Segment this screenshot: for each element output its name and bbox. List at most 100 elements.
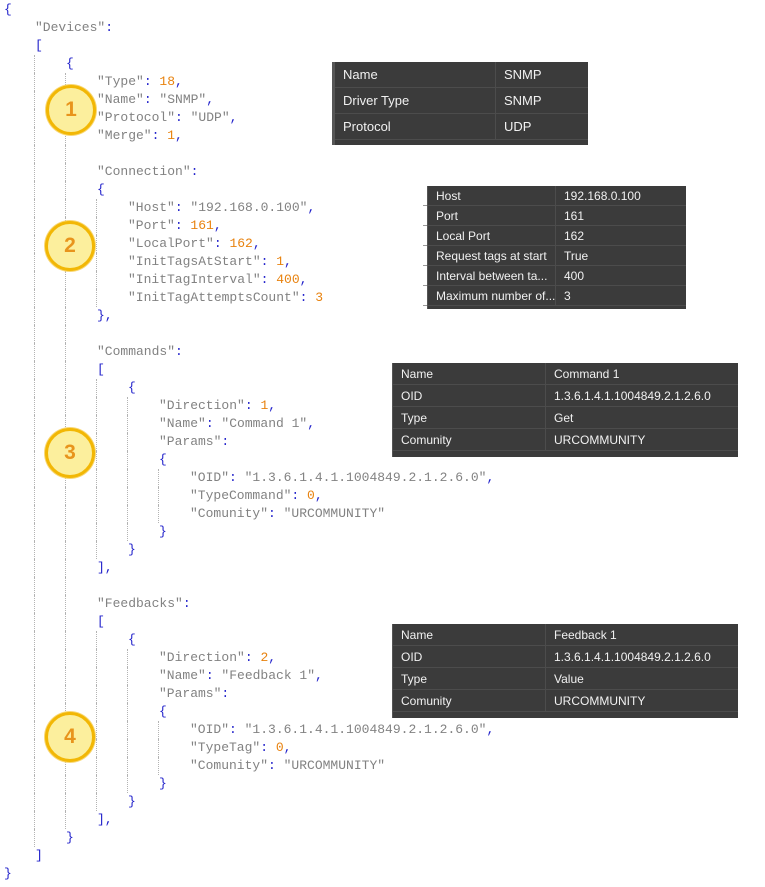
indent-guide — [4, 433, 35, 451]
indent-guide — [35, 559, 66, 577]
indent-guide — [97, 217, 128, 235]
indent-guide — [4, 253, 35, 271]
code-token: "1.3.6.1.4.1.1004849.2.1.2.6.0" — [244, 470, 487, 485]
code-line: { — [4, 379, 494, 397]
property-value[interactable]: 162 — [555, 226, 686, 245]
indent-guide — [4, 541, 35, 559]
code-token: { — [159, 452, 167, 467]
property-value[interactable]: Command 1 — [545, 363, 738, 384]
indent-guide — [35, 829, 66, 847]
indent-guide — [128, 721, 159, 739]
code-token: "URCOMMUNITY" — [283, 506, 386, 521]
indent-guide — [128, 505, 159, 523]
property-value[interactable]: 1.3.6.1.4.1.1004849.2.1.2.6.0 — [545, 646, 738, 667]
code-line: "TypeCommand": 0, — [4, 487, 494, 505]
property-value[interactable]: Value — [545, 668, 738, 689]
indent-guide — [66, 325, 97, 343]
code-line: "Type": 18, — [4, 73, 494, 91]
indent-guide — [66, 595, 97, 613]
annotation-number: 2 — [64, 234, 76, 257]
code-token: : — [268, 506, 284, 521]
code-line: "Feedbacks": — [4, 595, 494, 613]
property-value[interactable]: Feedback 1 — [545, 624, 738, 645]
table-partial-row — [393, 712, 738, 718]
code-token: "Protocol" — [97, 110, 176, 125]
indent-guide — [4, 217, 35, 235]
indent-guide — [66, 397, 97, 415]
property-value[interactable]: URCOMMUNITY — [545, 429, 738, 450]
code-line — [4, 577, 494, 595]
indent-guide — [4, 163, 35, 181]
property-value[interactable]: 1.3.6.1.4.1.1004849.2.1.2.6.0 — [545, 385, 738, 406]
property-row: Protocol UDP — [335, 114, 588, 140]
property-value[interactable]: SNMP — [495, 62, 588, 87]
property-value[interactable]: 400 — [555, 266, 686, 285]
indent-guide — [159, 487, 190, 505]
indent-guide — [35, 505, 66, 523]
indent-guide — [4, 271, 35, 289]
code-token: "Params" — [159, 434, 222, 449]
code-line: "OID": "1.3.6.1.4.1.1004849.2.1.2.6.0", — [4, 469, 494, 487]
property-name: Driver Type — [343, 93, 410, 108]
indent-guide — [4, 19, 35, 37]
code-token: : — [213, 236, 230, 251]
code-token: : — [175, 344, 183, 359]
indent-guide — [4, 559, 35, 577]
indent-guide — [97, 199, 128, 217]
indent-guide — [66, 559, 97, 577]
code-token: , — [486, 722, 495, 737]
code-token: , — [283, 740, 292, 755]
property-value[interactable]: 161 — [555, 206, 686, 225]
indent-guide — [35, 289, 66, 307]
property-name: Interval between ta... — [436, 268, 548, 283]
code-line: "Direction": 2, — [4, 649, 494, 667]
code-line — [4, 145, 494, 163]
indent-guide — [66, 667, 97, 685]
indent-guide — [4, 721, 35, 739]
code-token: "SNMP" — [159, 92, 207, 107]
property-value[interactable]: 192.168.0.100 — [555, 186, 686, 205]
code-token: "TypeCommand" — [190, 488, 292, 503]
property-value[interactable]: Get — [545, 407, 738, 428]
annotation-circle-3: 3 — [45, 428, 95, 478]
indent-guide — [35, 73, 66, 91]
code-token: 0 — [275, 740, 284, 755]
indent-guide — [35, 127, 66, 145]
property-value[interactable]: UDP — [495, 114, 588, 139]
indent-guide — [97, 757, 128, 775]
indent-guide — [4, 343, 35, 361]
indent-guide — [35, 523, 66, 541]
indent-guide — [66, 685, 97, 703]
indent-guide — [97, 685, 128, 703]
indent-guide — [66, 235, 97, 253]
indent-guide — [35, 487, 66, 505]
property-row: Name Command 1 — [393, 363, 738, 385]
indent-guide — [4, 667, 35, 685]
code-token: 161 — [190, 218, 214, 233]
code-line: "InitTagAttemptsCount": 3 — [4, 289, 494, 307]
indent-guide — [66, 343, 97, 361]
indent-guide — [4, 235, 35, 253]
property-name: Type — [401, 410, 428, 425]
code-token: } — [159, 524, 167, 539]
indent-guide — [35, 325, 66, 343]
property-value[interactable]: True — [555, 246, 686, 265]
code-token: "Name" — [159, 668, 206, 683]
property-value[interactable]: 3 — [555, 286, 686, 305]
indent-guide — [4, 199, 35, 217]
code-token: : — [244, 398, 261, 413]
indent-guide — [97, 487, 128, 505]
code-token: "OID" — [190, 722, 230, 737]
indent-guide — [4, 73, 35, 91]
indent-guide — [66, 811, 97, 829]
code-line: "OID": "1.3.6.1.4.1.1004849.2.1.2.6.0", — [4, 721, 494, 739]
code-token: , — [175, 128, 183, 143]
indent-guide — [97, 793, 128, 811]
code-token: , — [268, 398, 277, 413]
indent-guide — [4, 523, 35, 541]
property-value[interactable]: SNMP — [495, 88, 588, 113]
indent-guide — [128, 523, 159, 541]
property-value[interactable]: URCOMMUNITY — [545, 690, 738, 711]
code-token: "InitTagsAtStart" — [128, 254, 261, 269]
annotation-number: 3 — [64, 441, 76, 464]
